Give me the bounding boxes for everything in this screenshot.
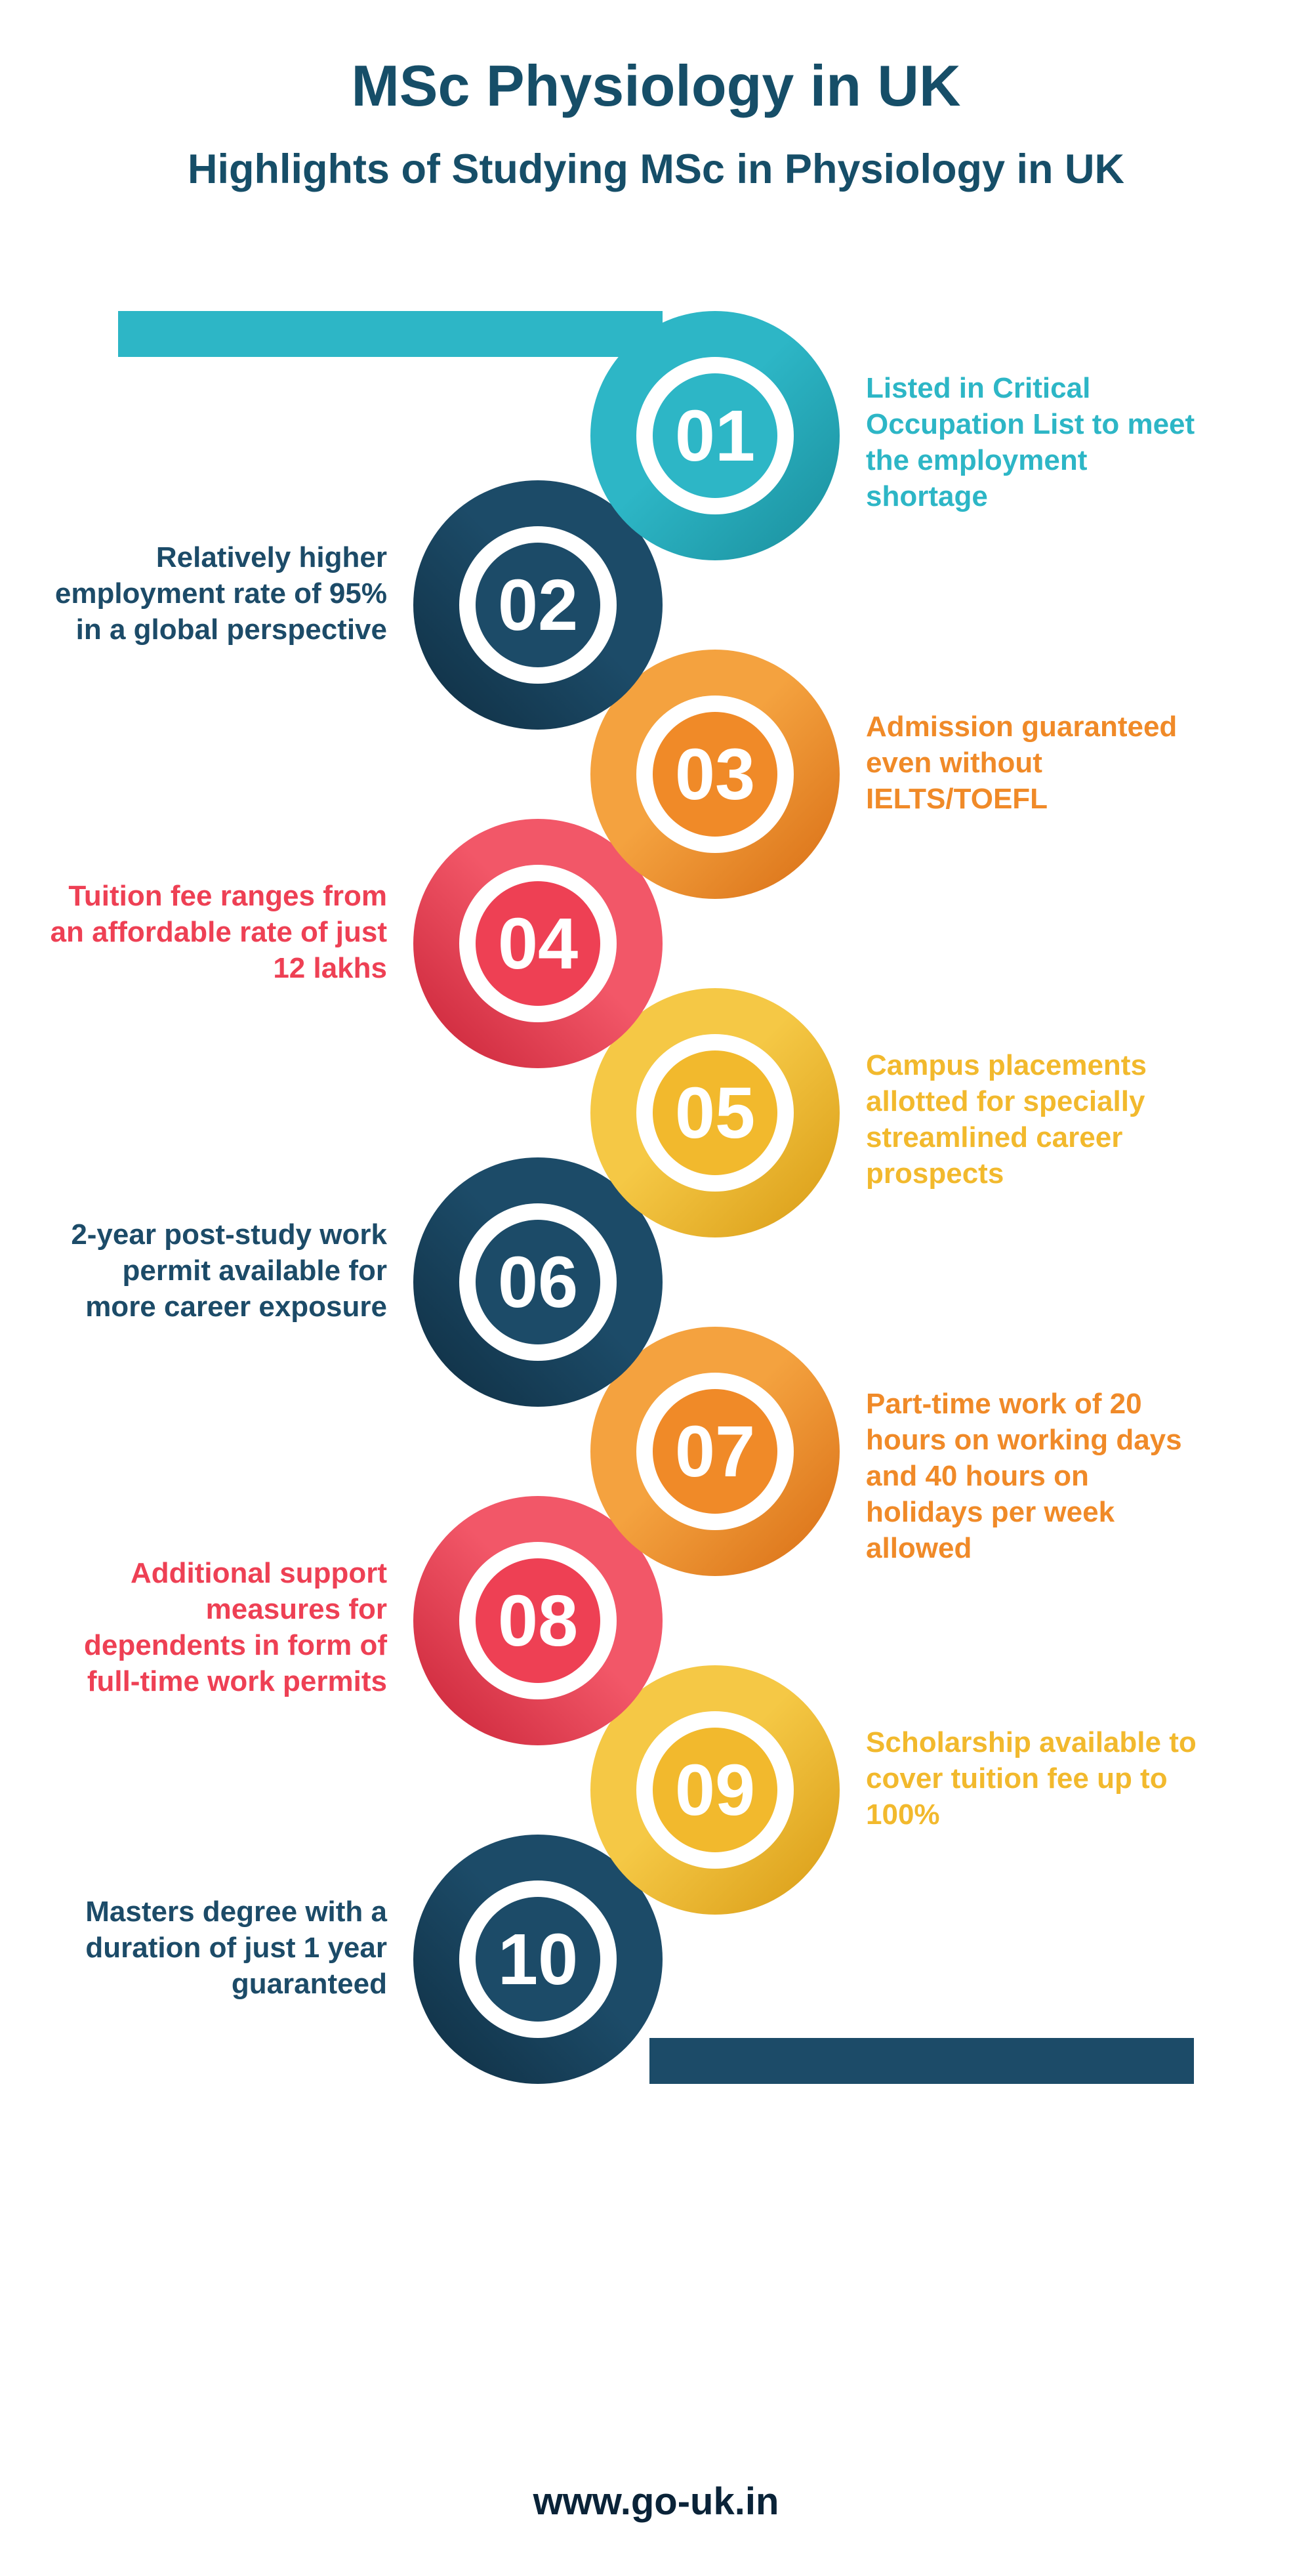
node-number: 06 [498, 1241, 578, 1324]
footer-url: www.go-uk.in [533, 2480, 779, 2524]
node-number: 05 [675, 1071, 755, 1155]
node-number: 08 [498, 1579, 578, 1663]
infographic-chain: 10Masters degree with a duration of just… [131, 311, 1181, 2453]
exit-bar [649, 2038, 1194, 2084]
node-label: Masters degree with a duration of just 1… [46, 1894, 387, 2002]
node-label: Admission guaranteed even without IELTS/… [866, 709, 1207, 817]
node-number: 03 [675, 733, 755, 816]
node-inner-circle: 05 [653, 1050, 777, 1175]
node-inner-circle: 07 [653, 1389, 777, 1514]
node-label: Listed in Critical Occupation List to me… [866, 370, 1207, 514]
node-inner-circle: 02 [476, 543, 600, 667]
node-number: 10 [498, 1918, 578, 2001]
node-number: 02 [498, 564, 578, 647]
node-inner-circle: 04 [476, 881, 600, 1006]
page-title: MSc Physiology in UK [351, 52, 960, 119]
node-label: Relatively higher employment rate of 95%… [46, 539, 387, 648]
node-inner-circle: 09 [653, 1728, 777, 1852]
node-inner-circle: 06 [476, 1220, 600, 1344]
node-label: Tuition fee ranges from an affordable ra… [46, 878, 387, 986]
node-number: 04 [498, 902, 578, 986]
node-label: Scholarship available to cover tuition f… [866, 1724, 1207, 1833]
node-label: 2-year post-study work permit available … [46, 1216, 387, 1325]
chain-node: 01 [590, 311, 840, 560]
page-container: MSc Physiology in UK Highlights of Study… [0, 0, 1312, 2576]
entry-bar [118, 311, 663, 357]
node-number: 07 [675, 1410, 755, 1493]
node-inner-circle: 08 [476, 1558, 600, 1683]
node-inner-circle: 03 [653, 712, 777, 837]
node-number: 09 [675, 1749, 755, 1832]
page-subtitle: Highlights of Studying MSc in Physiology… [188, 146, 1124, 193]
node-label: Campus placements allotted for specially… [866, 1047, 1207, 1192]
node-inner-circle: 10 [476, 1897, 600, 2022]
node-label: Part-time work of 20 hours on working da… [866, 1386, 1207, 1566]
node-inner-circle: 01 [653, 373, 777, 498]
node-number: 01 [675, 394, 755, 478]
node-label: Additional support measures for dependen… [46, 1555, 387, 1699]
